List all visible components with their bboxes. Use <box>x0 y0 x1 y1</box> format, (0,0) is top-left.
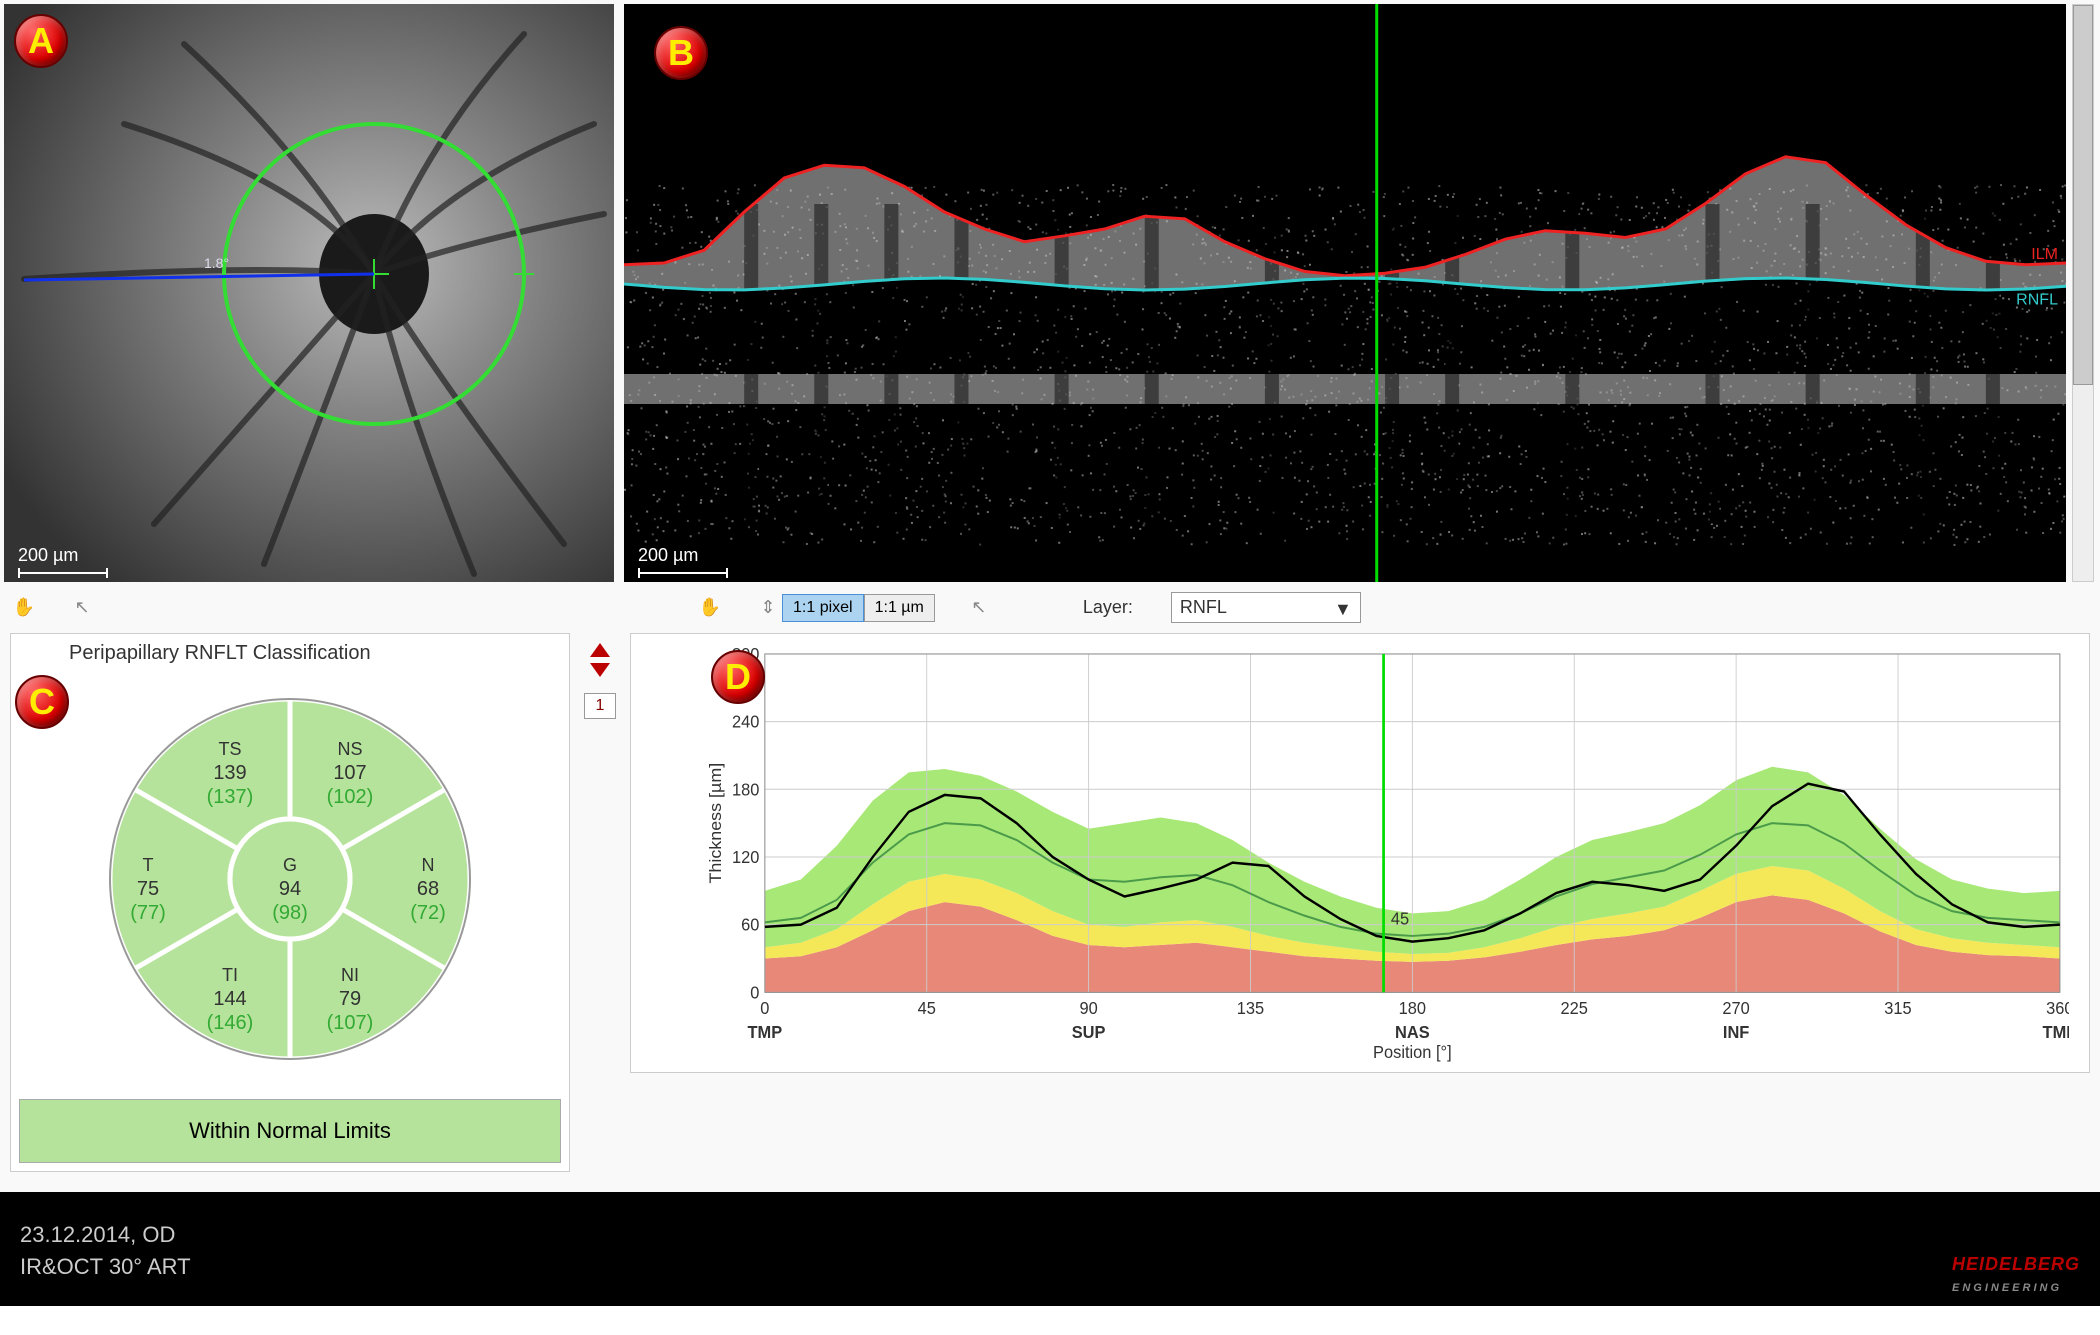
layer-select[interactable]: RNFL ▼ <box>1171 592 1361 623</box>
hand-tool-icon-2[interactable]: ✋ <box>696 594 724 622</box>
svg-text:240: 240 <box>732 711 759 732</box>
svg-text:180: 180 <box>732 779 759 800</box>
svg-text:90: 90 <box>1079 998 1097 1019</box>
fundus-scale-label: 200 µm <box>18 545 78 566</box>
svg-text:(102): (102) <box>327 786 374 808</box>
fundus-panel[interactable]: A 1.8° 200 µm <box>4 4 614 582</box>
top-image-row: A 1.8° 200 µm B ILM RNFL 200 µm <box>0 0 2100 586</box>
svg-text:TI: TI <box>222 965 238 985</box>
svg-text:N: N <box>422 855 435 875</box>
svg-text:(146): (146) <box>207 1012 254 1034</box>
svg-text:RNFL: RNFL <box>2016 291 2058 308</box>
svg-text:68: 68 <box>417 878 439 900</box>
brand-name: HEIDELBERG <box>1952 1254 2080 1274</box>
hand-tool-icon[interactable]: ✋ <box>10 594 38 622</box>
badge-c: C <box>15 675 69 729</box>
scrollbar-thumb[interactable] <box>2073 5 2093 385</box>
svg-text:(137): (137) <box>207 786 254 808</box>
svg-text:TS: TS <box>218 739 241 759</box>
status-box: Within Normal Limits <box>19 1099 561 1163</box>
svg-text:NI: NI <box>341 965 359 985</box>
bottom-row: Peripapillary RNFLT Classification C TS 1… <box>0 629 2100 1192</box>
svg-text:75: 75 <box>137 878 159 900</box>
svg-text:TMP: TMP <box>748 1021 783 1042</box>
footer-scan-mode: IR&OCT 30° ART <box>20 1254 2080 1280</box>
svg-text:107: 107 <box>333 762 366 784</box>
scale-pixel-button[interactable]: 1:1 pixel <box>782 594 864 622</box>
scale-um-button[interactable]: 1:1 µm <box>864 594 935 622</box>
oct-svg: ILM RNFL <box>624 4 2066 582</box>
brand-sub: ENGINEERING <box>1952 1282 2062 1294</box>
classification-panel: Peripapillary RNFLT Classification C TS 1… <box>10 633 570 1172</box>
svg-text:G: G <box>283 855 297 875</box>
svg-text:360: 360 <box>2046 998 2069 1019</box>
badge-d: D <box>711 650 765 704</box>
svg-text:0: 0 <box>750 982 759 1003</box>
oct-scale-bar <box>638 572 728 574</box>
svg-text:Thickness [µm]: Thickness [µm] <box>706 763 725 884</box>
svg-text:NAS: NAS <box>1395 1021 1430 1042</box>
svg-text:270: 270 <box>1722 998 1749 1019</box>
chevron-down-icon: ▼ <box>1334 599 1352 620</box>
footer: 23.12.2014, OD IR&OCT 30° ART HEIDELBERG… <box>0 1192 2100 1306</box>
svg-text:NS: NS <box>337 739 362 759</box>
classification-svg: TS 139(137) NS 107(102) N 68(72) NI 79(107) TI 14… <box>30 679 550 1079</box>
brand-logo: HEIDELBERG ENGINEERING <box>1952 1254 2080 1296</box>
pointer-tool-icon[interactable]: ↖ <box>68 594 96 622</box>
svg-text:(107): (107) <box>327 1012 374 1034</box>
svg-text:Position [°]: Position [°] <box>1373 1041 1452 1062</box>
oct-scale-label: 200 µm <box>638 545 698 566</box>
toolbar: ✋ ↖ ✋ ⇕ 1:1 pixel 1:1 µm ↖ Layer: RNFL ▼ <box>0 586 2100 629</box>
svg-text:94: 94 <box>279 878 301 900</box>
thickness-chart-svg: 06012018024030004590135180225270315360TM… <box>701 644 2069 1062</box>
layer-select-value: RNFL <box>1180 597 1227 617</box>
frame-nav <box>580 633 620 1172</box>
svg-text:0: 0 <box>760 998 769 1019</box>
svg-text:60: 60 <box>741 914 759 935</box>
svg-text:(98): (98) <box>272 902 308 924</box>
svg-text:TMP: TMP <box>2043 1021 2069 1042</box>
svg-text:ILM: ILM <box>2031 246 2058 263</box>
layer-label: Layer: <box>1083 597 1133 618</box>
svg-text:INF: INF <box>1723 1021 1749 1042</box>
main-area: A 1.8° 200 µm B ILM RNFL 200 µm ✋ ↖ ✋ ⇕ 1… <box>0 0 2100 1192</box>
fundus-scale-bar <box>18 572 108 574</box>
svg-text:1.8°: 1.8° <box>204 255 229 271</box>
fundus-svg: 1.8° <box>4 4 614 582</box>
frame-down-icon[interactable] <box>590 663 610 677</box>
oct-scrollbar[interactable] <box>2072 4 2094 582</box>
svg-text:120: 120 <box>732 846 759 867</box>
svg-text:225: 225 <box>1561 998 1588 1019</box>
frame-up-icon[interactable] <box>590 643 610 657</box>
footer-date-eye: 23.12.2014, OD <box>20 1222 2080 1248</box>
fit-height-icon[interactable]: ⇕ <box>754 594 782 622</box>
svg-text:315: 315 <box>1884 998 1911 1019</box>
badge-b: B <box>654 26 708 80</box>
svg-text:45: 45 <box>1391 908 1409 929</box>
oct-panel[interactable]: B ILM RNFL 200 µm <box>624 4 2066 582</box>
badge-a: A <box>14 14 68 68</box>
svg-text:180: 180 <box>1399 998 1426 1019</box>
svg-text:45: 45 <box>918 998 936 1019</box>
svg-text:T: T <box>143 855 154 875</box>
svg-text:SUP: SUP <box>1072 1021 1106 1042</box>
svg-text:(77): (77) <box>130 902 166 924</box>
thickness-chart-panel[interactable]: D 06012018024030004590135180225270315360… <box>630 633 2090 1073</box>
pointer-tool-icon-2[interactable]: ↖ <box>965 594 993 622</box>
frame-input[interactable] <box>584 693 616 719</box>
svg-text:139: 139 <box>213 762 246 784</box>
svg-text:79: 79 <box>339 988 361 1010</box>
svg-text:144: 144 <box>213 988 246 1010</box>
svg-text:(72): (72) <box>410 902 446 924</box>
classification-title: Peripapillary RNFLT Classification <box>19 642 561 665</box>
svg-text:135: 135 <box>1237 998 1264 1019</box>
